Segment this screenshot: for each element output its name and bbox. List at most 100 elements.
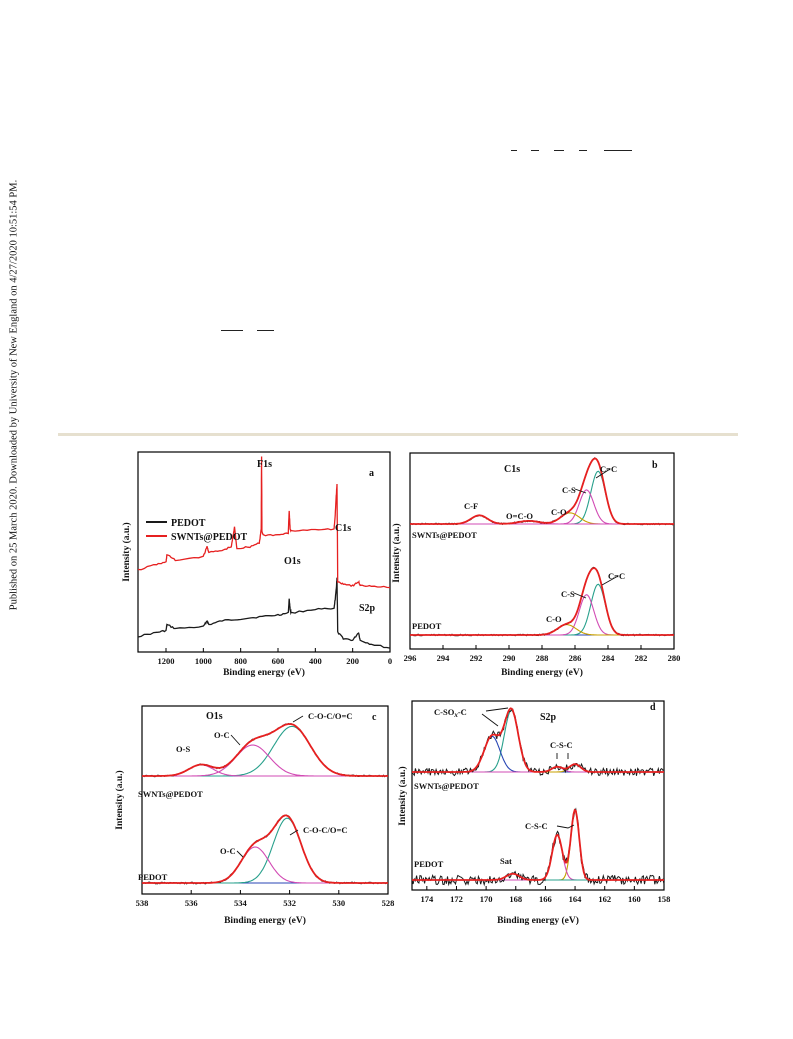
x-tick-label: 170 <box>480 894 493 904</box>
x-axis-title: Binding energy (eV) <box>501 667 583 678</box>
peak-label-sat: Sat <box>500 856 512 866</box>
raw-spectrum <box>411 807 665 887</box>
label-leader <box>292 715 304 723</box>
peak-label-co-pedot: C-O <box>546 614 562 624</box>
legend-label-swnt: SWNTs@PEDOT <box>171 532 248 543</box>
peak-label-coc-pedot: C-O-C/O=C <box>303 825 348 835</box>
fit-envelope <box>410 567 674 636</box>
text-mark <box>511 150 517 151</box>
panel-letter: b <box>652 460 658 471</box>
x-tick-label: 200 <box>346 656 359 666</box>
x-tick-label: 534 <box>234 898 248 908</box>
x-tick-label: 400 <box>309 656 322 666</box>
x-tick-label: 294 <box>437 653 451 663</box>
x-axis: 538 536 534 532 530 528 <box>136 890 394 908</box>
raw-spectrum <box>141 814 389 885</box>
xps-s2p-chart: 174 172 170 168 166 164 162 160 158 d S2p C-SOx-… <box>397 700 671 926</box>
peak-label-cs-pedot: C-S <box>561 589 575 599</box>
x-tick-label: 1200 <box>158 656 175 666</box>
peak-label-cc: C=C <box>600 464 617 474</box>
x-tick-label: 290 <box>503 653 516 663</box>
xps-o1s-chart: 538 536 534 532 530 528 c O1s O-S O-C C-O-C/O… <box>114 705 394 926</box>
peak-label-csox: C-SOx-C <box>434 707 467 719</box>
fit-component-c-sox-c <box>412 709 664 773</box>
label-leader <box>230 734 241 746</box>
y-axis-title: Intensity (a.u.) <box>391 523 402 582</box>
x-tick-label: 162 <box>598 894 611 904</box>
peak-label-cc-pedot: C=C <box>608 571 625 581</box>
group-label-pedot: PEDOT <box>412 621 442 631</box>
raw-spectrum <box>409 566 675 637</box>
peak-label-s2p: S2p <box>359 603 376 614</box>
fit-component-c-c <box>410 470 674 525</box>
peak-label-csc-pedot: C-S-C <box>525 821 548 831</box>
label-leader <box>236 850 244 858</box>
x-tick-label: 158 <box>658 894 671 904</box>
peak-label-c1s: C1s <box>335 523 351 534</box>
y-axis-title: Intensity (a.u.) <box>114 770 125 829</box>
x-tick-label: 164 <box>569 894 583 904</box>
group-label-swnt: SWNTs@PEDOT <box>412 530 477 540</box>
plot-frame <box>409 452 675 650</box>
plot-frame <box>137 451 391 653</box>
peak-label-o1s: O1s <box>284 556 301 567</box>
panel-title: S2p <box>540 712 557 723</box>
fit-component-c-o-c-o-c <box>142 817 388 884</box>
label-leader <box>289 829 299 836</box>
text-mark <box>531 150 539 151</box>
label-leader <box>574 488 587 494</box>
label-leader <box>595 468 611 479</box>
publication-info-text: Published on 25 March 2020. Downloaded b… <box>8 179 20 611</box>
x-tick-label: 288 <box>536 653 549 663</box>
x-tick-label: 284 <box>602 653 616 663</box>
series-line-pedot <box>137 577 391 649</box>
text-mark <box>554 150 564 151</box>
raw-spectrum <box>411 708 665 777</box>
label-leader <box>601 575 619 586</box>
peak-label-oc-pedot: O-C <box>220 846 236 856</box>
x-tick-label: 166 <box>539 894 552 904</box>
y-axis-title: Intensity (a.u.) <box>397 766 408 825</box>
x-tick-label: 168 <box>509 894 522 904</box>
x-axis-title: Binding energy (eV) <box>223 667 305 678</box>
x-axis-title: Binding energy (eV) <box>497 915 579 926</box>
x-tick-label: 282 <box>635 653 648 663</box>
fit-envelope <box>142 723 388 777</box>
x-tick-label: 286 <box>569 653 582 663</box>
text-mark <box>579 150 587 151</box>
x-tick-label: 174 <box>420 894 434 904</box>
panel-letter: d <box>650 702 656 713</box>
peak-label-f1s: F1s <box>257 459 272 470</box>
panel-title: C1s <box>504 464 520 475</box>
text-mark <box>604 150 632 151</box>
x-tick-label: 538 <box>136 898 149 908</box>
panel-letter: a <box>369 468 374 479</box>
plot-frame <box>141 705 389 895</box>
label-leader <box>481 713 499 727</box>
x-tick-label: 800 <box>234 656 247 666</box>
fit-envelope <box>412 808 664 881</box>
panel-title: O1s <box>206 711 223 722</box>
fit-component-c-o <box>410 624 674 636</box>
label-leader <box>485 707 509 712</box>
fit-component-c-c <box>410 583 674 636</box>
section-divider <box>58 433 738 436</box>
fit-envelope <box>412 707 664 773</box>
x-tick-label: 1000 <box>195 656 212 666</box>
label-leader <box>556 824 575 829</box>
peak-label-os: O-S <box>176 744 190 754</box>
x-tick-label: 160 <box>628 894 641 904</box>
series-line-swnt <box>137 456 391 589</box>
x-tick-label: 0 <box>388 656 392 666</box>
group-label-pedot: PEDOT <box>414 859 444 869</box>
x-tick-label: 530 <box>332 898 345 908</box>
xps-c1s-chart: 296 294 292 290 288 286 284 282 280 b C1s C-F O=… <box>391 452 680 678</box>
fit-envelope <box>142 814 388 884</box>
x-axis-title: Binding energy (eV) <box>224 915 306 926</box>
fit-component-c-s <box>410 594 674 636</box>
x-axis: 296 294 292 290 288 286 284 282 280 <box>404 645 680 663</box>
x-tick-label: 172 <box>450 894 463 904</box>
fit-component-c-s-c <box>412 834 664 881</box>
x-tick-label: 292 <box>470 653 483 663</box>
peak-label-cf: C-F <box>464 501 478 511</box>
